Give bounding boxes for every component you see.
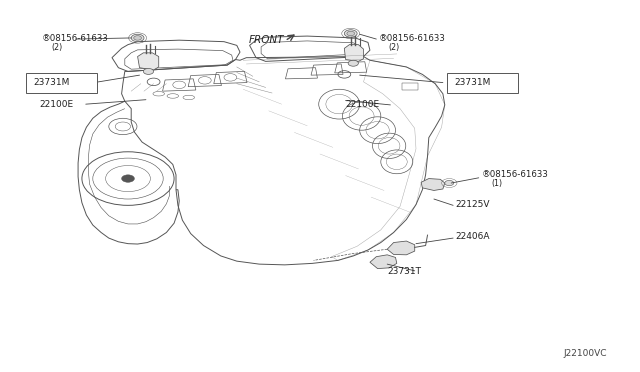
- Text: 22100E: 22100E: [346, 100, 380, 109]
- Polygon shape: [421, 179, 445, 190]
- Text: (2): (2): [388, 43, 400, 52]
- Circle shape: [344, 30, 357, 37]
- Bar: [402, 83, 418, 90]
- Circle shape: [122, 175, 134, 182]
- Polygon shape: [138, 53, 159, 70]
- Text: FRONT: FRONT: [248, 35, 284, 45]
- Circle shape: [131, 34, 144, 42]
- Text: J22100VC: J22100VC: [563, 349, 607, 358]
- Text: 23731T: 23731T: [387, 267, 421, 276]
- Text: (1): (1): [491, 179, 502, 188]
- FancyBboxPatch shape: [26, 73, 97, 93]
- Text: 23731M: 23731M: [454, 78, 491, 87]
- Text: 22406A: 22406A: [456, 232, 490, 241]
- Text: 22125V: 22125V: [456, 200, 490, 209]
- Circle shape: [143, 68, 154, 74]
- Text: 23731M: 23731M: [33, 78, 70, 87]
- Polygon shape: [370, 255, 397, 269]
- Text: ®08156-61633: ®08156-61633: [379, 34, 445, 43]
- FancyBboxPatch shape: [447, 73, 518, 93]
- Text: (2): (2): [51, 43, 63, 52]
- Circle shape: [348, 60, 358, 66]
- Text: ®08156-61633: ®08156-61633: [481, 170, 548, 179]
- Circle shape: [134, 36, 141, 40]
- Text: ®08156-61633: ®08156-61633: [42, 34, 108, 43]
- Polygon shape: [344, 45, 364, 61]
- Circle shape: [347, 31, 355, 36]
- Circle shape: [445, 180, 454, 186]
- Polygon shape: [387, 241, 415, 255]
- Text: 22100E: 22100E: [40, 100, 74, 109]
